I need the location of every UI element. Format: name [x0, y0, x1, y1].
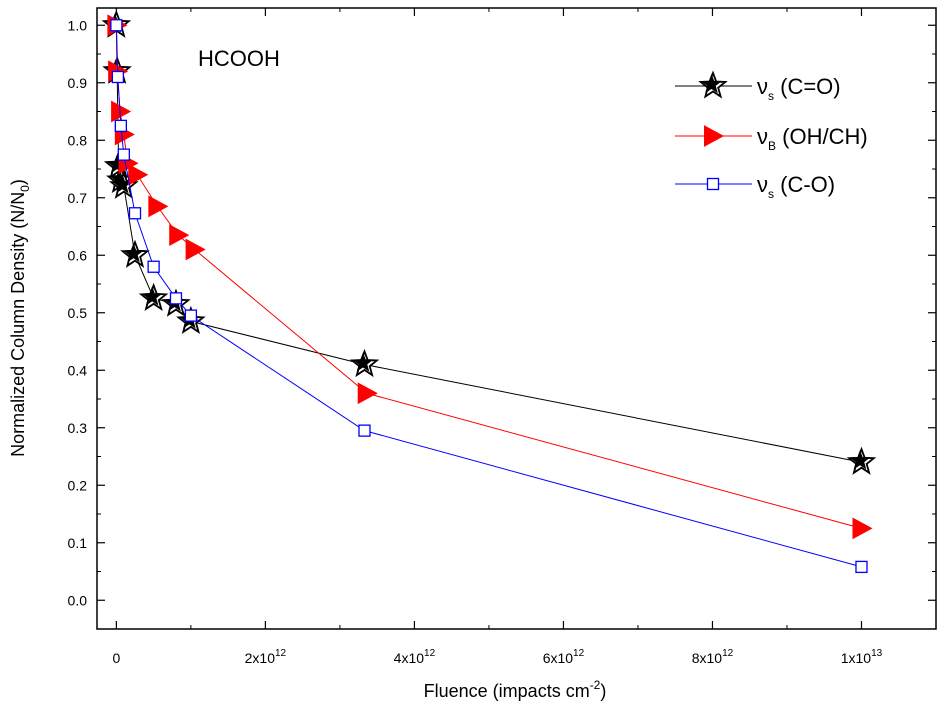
data-point	[147, 260, 160, 273]
data-point	[117, 148, 130, 161]
series-line	[115, 25, 862, 463]
y-tick-label: 0.4	[68, 362, 88, 378]
data-point	[114, 119, 127, 133]
legend: νs (C=O) νB (OH/CH) νs (C-O)	[675, 70, 868, 201]
y-tick-label: 0.2	[68, 477, 88, 493]
data-point-fill	[141, 286, 163, 306]
x-tick-label: 8x1012	[692, 648, 734, 666]
legend-marker	[706, 177, 720, 191]
data-point	[169, 292, 183, 305]
legend-item-2: νB (OH/CH)	[675, 124, 868, 153]
data-point	[855, 560, 868, 574]
legend-marker-fill	[701, 73, 722, 94]
compound-label: HCOOH	[198, 46, 280, 71]
y-tick-label: 0.6	[68, 247, 88, 263]
x-tick-label: 0	[112, 650, 120, 666]
data-point-fill	[112, 174, 133, 194]
y-tick-label: 0.7	[68, 190, 88, 206]
data-point	[357, 382, 378, 405]
legend-label: νs (C-O)	[757, 172, 835, 201]
data-point-fill	[106, 153, 128, 174]
data-point	[185, 238, 206, 261]
y-tick-label: 0.5	[68, 305, 88, 321]
data-point-fill	[352, 352, 374, 372]
data-point	[169, 224, 190, 246]
data-point	[110, 19, 123, 32]
y-tick-label: 1.0	[68, 17, 88, 33]
x-tick-label: 2x1012	[245, 648, 287, 666]
data-point	[148, 195, 169, 218]
series-line	[115, 25, 862, 568]
plot-frame	[96, 7, 937, 630]
y-tick-label: 0.8	[68, 132, 88, 148]
x-tick-label: 1x1013	[841, 648, 883, 666]
y-tick-label: 0.0	[68, 592, 88, 608]
series-line	[115, 25, 862, 529]
data-point	[128, 163, 149, 186]
data-point	[184, 309, 198, 322]
x-tick-label: 6x1012	[543, 648, 585, 666]
series-layer	[101, 9, 877, 574]
y-tick-label: 0.3	[68, 420, 88, 436]
data-point	[111, 100, 132, 123]
data-point-fill	[123, 243, 144, 263]
data-point-fill	[849, 450, 871, 470]
y-axis-title: Normalized Column Density (N/N0)	[8, 179, 32, 457]
axis-ticks: 0.0 0.1 0.2 0.3 0.4 0.5 0.6 0.7 0.8 0.9 1.0 0 2x1012…	[68, 8, 936, 666]
legend-label: νs (C=O)	[757, 74, 841, 103]
series-3	[110, 19, 868, 574]
data-point	[852, 517, 873, 540]
legend-label: νB (OH/CH)	[757, 124, 868, 153]
data-point	[358, 424, 371, 437]
data-point-fill	[109, 168, 130, 188]
x-axis-title: Fluence (impacts cm-2)	[424, 678, 607, 701]
data-point	[111, 70, 125, 84]
data-point	[128, 207, 142, 220]
y-tick-label: 0.9	[68, 75, 88, 91]
legend-marker	[704, 125, 725, 147]
y-tick-label: 0.1	[68, 535, 88, 551]
legend-item-3: νs (C-O)	[675, 172, 835, 201]
legend-item-1: νs (C=O)	[675, 70, 841, 103]
x-tick-label: 4x1012	[394, 648, 436, 666]
